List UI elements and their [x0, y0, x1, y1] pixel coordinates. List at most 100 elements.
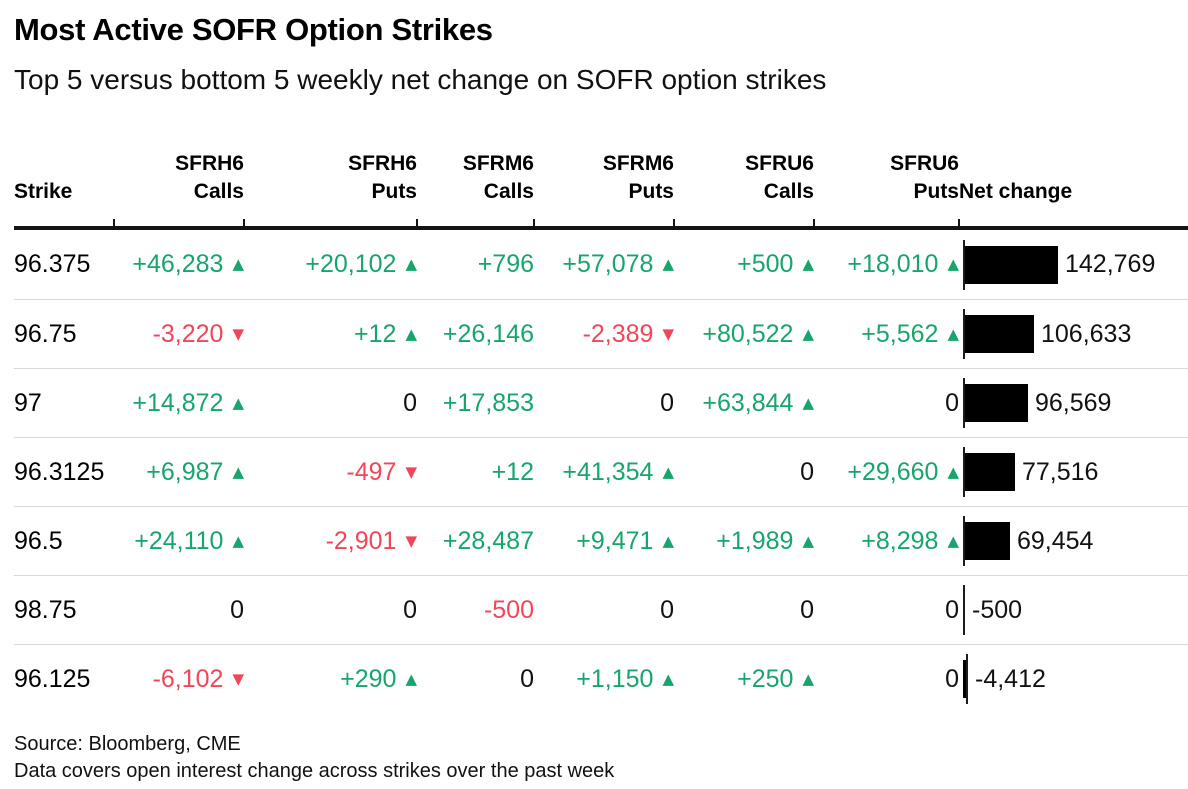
table-row: 96.75 -3,220 ▼ +12 ▲ +26,146 -2,389 ▼ +80,522 ▲ +5… — [14, 299, 1188, 368]
net-change-bar — [963, 660, 966, 698]
value-cell: +63,844 ▲ — [674, 389, 814, 418]
strike-value: 98.75 — [14, 595, 77, 624]
value-cell: 0 — [674, 596, 814, 625]
value-text: +80,522 — [702, 319, 794, 348]
net-change-cell: 106,633 — [959, 309, 1188, 359]
column-header-line2: Puts — [628, 180, 674, 203]
value-cell: +500 ▲ — [674, 250, 814, 279]
value-cell: -2,901 ▼ — [244, 527, 417, 556]
value-cell: +1,989 ▲ — [674, 527, 814, 556]
up-arrow-icon: ▲ — [232, 462, 244, 481]
value-text: +1,150 — [576, 664, 654, 693]
down-arrow-icon: ▼ — [232, 669, 244, 688]
net-change-cell: -4,412 — [959, 654, 1188, 704]
value-cell: -6,102 ▼ — [114, 665, 244, 694]
value-cell: 0 — [814, 665, 959, 694]
value-cell: 0 — [814, 389, 959, 418]
value-text: +500 — [737, 250, 794, 278]
up-arrow-icon: ▲ — [662, 531, 674, 550]
value-text: -2,901 — [325, 526, 397, 555]
strikes-table: Strike SFRH6 Calls SFRH6 Puts SFRM6 Calls SFRM6… — [14, 150, 1188, 713]
value-cell: +290 ▲ — [244, 665, 417, 694]
value-text: +8,298 — [861, 526, 939, 555]
up-arrow-icon: ▲ — [802, 393, 814, 412]
footer: Source: Bloomberg, CME Data covers open … — [14, 731, 1188, 785]
value-text: 0 — [520, 664, 534, 693]
value-cell: +57,078 ▲ — [534, 250, 674, 279]
value-text: +18,010 — [847, 250, 939, 278]
value-cell: +9,471 ▲ — [534, 527, 674, 556]
value-cell: 0 — [417, 665, 534, 694]
net-change-value: -500 — [972, 595, 1023, 624]
net-change-cell: 142,769 — [959, 239, 1188, 290]
value-cell: +1,150 ▲ — [534, 665, 674, 694]
source-note: Source: Bloomberg, CME — [14, 733, 241, 755]
value-text: +20,102 — [305, 250, 397, 278]
value-cell: +20,102 ▲ — [244, 250, 417, 279]
value-cell: +5,562 ▲ — [814, 320, 959, 349]
value-text: 0 — [403, 388, 417, 417]
up-arrow-icon: ▲ — [662, 669, 674, 688]
strike-value: 96.5 — [14, 526, 63, 555]
net-change-value: 69,454 — [1017, 526, 1094, 555]
value-cell: 0 — [244, 596, 417, 625]
value-cell: -3,220 ▼ — [114, 320, 244, 349]
value-text: +14,872 — [132, 388, 224, 417]
column-header-line2: Calls — [193, 180, 244, 203]
net-change-cell: 69,454 — [959, 516, 1188, 566]
up-arrow-icon: ▲ — [662, 255, 674, 273]
column-header-line2: Net change — [959, 180, 1073, 203]
column-header-strike: Strike — [14, 178, 115, 226]
net-change-cell: 77,516 — [959, 447, 1188, 497]
net-change-bar — [965, 315, 1034, 353]
table-row: 97 +14,872 ▲ 0 +17,853 0 +63,844 ▲ 0 96,569 — [14, 368, 1188, 437]
up-arrow-icon: ▲ — [662, 462, 674, 481]
value-cell: +6,987 ▲ — [114, 458, 244, 487]
net-change-bar — [965, 522, 1010, 560]
value-cell: +41,354 ▲ — [534, 458, 674, 487]
value-cell: +28,487 — [417, 527, 534, 556]
net-change-cell: -500 — [959, 585, 1188, 635]
value-text: +26,146 — [442, 319, 534, 348]
bar-baseline-tick — [966, 654, 968, 704]
page-title: Most Active SOFR Option Strikes — [14, 12, 493, 47]
value-cell: -500 — [417, 596, 534, 625]
value-cell: -2,389 ▼ — [534, 320, 674, 349]
column-header-net-change: Net change — [959, 178, 1188, 206]
value-text: -6,102 — [152, 664, 224, 693]
value-text: +12 — [354, 319, 397, 348]
up-arrow-icon: ▲ — [232, 531, 244, 550]
value-cell: +29,660 ▲ — [814, 458, 959, 487]
strike-value: 96.3125 — [14, 457, 105, 486]
net-change-value: 77,516 — [1022, 457, 1099, 486]
value-text: 0 — [660, 595, 674, 624]
value-text: 0 — [800, 595, 814, 624]
column-header-sfrh6-puts: SFRH6 Puts — [244, 150, 418, 226]
value-text: 0 — [230, 595, 244, 624]
up-arrow-icon: ▲ — [802, 531, 814, 550]
up-arrow-icon: ▲ — [405, 669, 417, 688]
up-arrow-icon: ▲ — [802, 324, 814, 343]
value-cell: +18,010 ▲ — [814, 250, 959, 279]
net-change-bar — [965, 384, 1028, 422]
page-subtitle: Top 5 versus bottom 5 weekly net change … — [14, 64, 827, 95]
up-arrow-icon: ▲ — [405, 324, 417, 343]
value-text: +6,987 — [146, 457, 224, 486]
value-text: +57,078 — [562, 250, 654, 278]
value-text: +46,283 — [132, 250, 224, 278]
value-cell: 0 — [814, 596, 959, 625]
value-text: +29,660 — [847, 457, 939, 486]
up-arrow-icon: ▲ — [232, 393, 244, 412]
value-text: -2,389 — [582, 319, 654, 348]
value-cell: 0 — [114, 596, 244, 625]
value-text: +24,110 — [134, 526, 224, 555]
column-header-sfrh6-calls: SFRH6 Calls — [114, 150, 245, 226]
table-row: 96.5 +24,110 ▲ -2,901 ▼ +28,487 +9,471 ▲ +1,989 ▲… — [14, 506, 1188, 575]
net-change-value: 142,769 — [1065, 250, 1156, 278]
table-body: 96.375 +46,283 ▲ +20,102 ▲ +796 +57,078 ▲ +500 ▲ +… — [14, 226, 1188, 713]
value-text: +12 — [491, 457, 534, 486]
net-change-value: -4,412 — [975, 664, 1046, 693]
value-cell: +12 ▲ — [244, 320, 417, 349]
up-arrow-icon: ▲ — [947, 462, 959, 481]
net-change-bar — [965, 453, 1015, 491]
